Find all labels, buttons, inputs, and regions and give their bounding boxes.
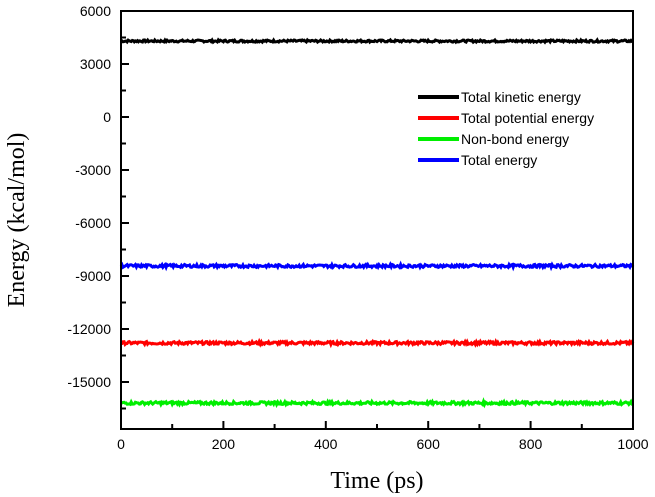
x-tick-label: 800 [519,436,543,452]
y-tick-label: -15000 [67,374,111,390]
x-axis-label: Time (ps) [330,468,423,494]
y-axis: 6000 3000 0 -3000 -6000 -9000 -12000 -15000 [67,3,129,410]
y-tick-label: -12000 [67,321,111,337]
x-tick-label: 200 [212,436,236,452]
y-tick-label: -9000 [75,268,111,284]
legend: Total kinetic energy Total potential ener… [418,89,594,168]
series-layer [119,37,635,409]
series-line-3 [119,260,635,272]
x-tick-label: 0 [117,436,125,452]
x-axis: 0 200 400 600 800 1000 [117,421,649,452]
y-tick-label: -3000 [75,162,111,178]
series-line-0 [120,37,634,45]
y-tick-label: -6000 [75,215,111,231]
y-tick-label: 6000 [80,3,111,19]
plot-frame [120,10,634,430]
x-tick-label: 600 [417,436,441,452]
legend-label: Total potential energy [461,110,594,126]
legend-label: Total kinetic energy [461,89,581,105]
series-line-1 [120,337,635,349]
y-tick-label: 3000 [80,56,111,72]
legend-label: Total energy [461,152,537,168]
legend-label: Non-bond energy [461,131,569,147]
y-tick-label: 0 [103,109,111,125]
x-tick-label: 400 [314,436,338,452]
y-axis-label: Energy (kcal/mol) [4,133,30,308]
x-tick-label: 1000 [617,436,648,452]
series-line-2 [120,397,634,409]
